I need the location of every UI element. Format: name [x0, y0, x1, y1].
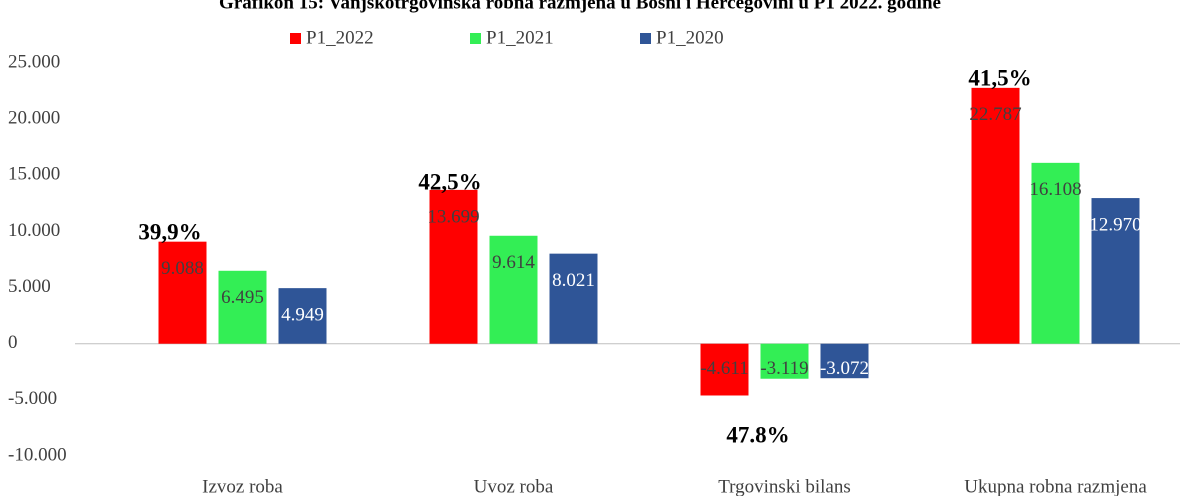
annotation: 41,5% — [968, 65, 1031, 90]
bar — [549, 253, 598, 344]
x-tick-label: Trgovinski bilans — [718, 476, 851, 496]
legend-swatch — [640, 33, 651, 44]
data-label: -4.611 — [700, 358, 748, 379]
data-label: -3.072 — [820, 358, 869, 379]
data-label: 4.949 — [281, 305, 324, 326]
x-tick-label: Uvoz roba — [474, 476, 554, 496]
annotation: 42,5% — [418, 169, 481, 194]
x-tick-label: Izvoz roba — [202, 476, 283, 496]
data-label: 6.495 — [221, 287, 264, 308]
data-label: 12.970 — [1089, 214, 1141, 235]
data-label: 9.088 — [161, 258, 204, 279]
bar — [820, 343, 869, 379]
bar — [1091, 198, 1140, 344]
data-label: -3.119 — [760, 358, 808, 379]
y-tick-label: -10.000 — [8, 444, 67, 465]
legend-label: P1_2021 — [486, 27, 554, 48]
y-tick-label: 15.000 — [8, 164, 60, 185]
bar — [1031, 162, 1080, 344]
data-label: 13.699 — [427, 206, 479, 227]
data-label: 22.787 — [969, 104, 1021, 125]
legend-swatch — [470, 33, 481, 44]
annotation: 39,9% — [138, 219, 201, 244]
bar — [971, 87, 1020, 344]
bar — [158, 241, 207, 344]
data-label: 9.614 — [492, 252, 535, 273]
data-label: 8.021 — [552, 270, 595, 291]
legend-label: P1_2022 — [306, 27, 374, 48]
bar — [429, 189, 478, 344]
y-tick-label: 10.000 — [8, 220, 60, 241]
bar — [278, 288, 327, 344]
x-tick-label: Ukupna robna razmjena — [964, 476, 1147, 496]
y-tick-label: 20.000 — [8, 108, 60, 129]
annotation: 47.8% — [726, 422, 789, 447]
y-tick-label: -5.000 — [8, 388, 57, 409]
legend-swatch — [290, 33, 301, 44]
chart-title: Grafikon 15: Vanjskotrgovinska robna raz… — [219, 0, 941, 13]
data-label: 16.108 — [1029, 179, 1081, 200]
bar — [489, 235, 538, 344]
legend-label: P1_2020 — [656, 27, 724, 48]
bar — [700, 343, 749, 396]
y-tick-label: 25.000 — [8, 51, 60, 72]
y-tick-label: 5.000 — [8, 276, 51, 297]
y-tick-label: 0 — [8, 332, 18, 353]
bar — [760, 343, 809, 379]
bar — [218, 270, 267, 344]
